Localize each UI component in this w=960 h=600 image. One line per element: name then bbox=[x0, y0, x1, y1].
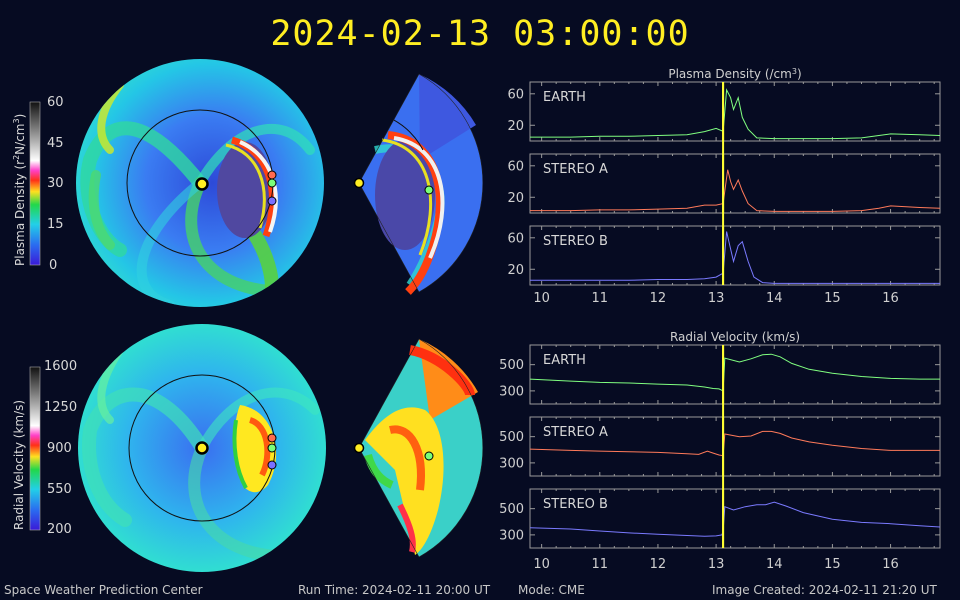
density-meridional-wedge bbox=[358, 73, 484, 295]
x-tick-label: 16 bbox=[882, 557, 899, 572]
earth-marker bbox=[267, 178, 277, 188]
chart-panel-frame bbox=[529, 81, 941, 142]
y-tick-label: 20 bbox=[507, 119, 524, 134]
panel-label: STEREO B bbox=[543, 497, 608, 512]
density-markers bbox=[195, 170, 277, 206]
y-tick-label: 300 bbox=[499, 456, 524, 471]
density-tick: 0 bbox=[49, 258, 58, 273]
density-tick: 60 bbox=[47, 95, 64, 110]
series-line-stereo-a bbox=[530, 169, 941, 212]
series-line-stereo-b bbox=[529, 501, 941, 537]
velocity-tick: 900 bbox=[47, 441, 72, 456]
footer-image-created: Image Created: 2024-02-11 21:20 UT bbox=[712, 583, 937, 597]
velocity-tick: 1250 bbox=[44, 400, 78, 415]
x-tick-label: 13 bbox=[708, 557, 725, 572]
x-tick-label: 13 bbox=[708, 291, 725, 306]
datetime-title: 2024-02-13 03:00:00 bbox=[270, 14, 690, 54]
x-tick-label: 15 bbox=[824, 557, 841, 572]
footer-run-time: Run Time: 2024-02-11 20:00 UT bbox=[298, 583, 491, 597]
series-line-stereo-b bbox=[530, 231, 940, 284]
chart-panel-frame bbox=[529, 153, 941, 214]
x-tick-label: 10 bbox=[533, 291, 550, 306]
y-tick-label: 20 bbox=[507, 191, 524, 206]
y-tick-label: 60 bbox=[507, 231, 524, 246]
sun-marker-meridional-vel bbox=[353, 442, 365, 454]
earth-marker-meridional-vel bbox=[424, 451, 434, 461]
density-colorbar bbox=[29, 101, 41, 266]
y-tick-label: 300 bbox=[499, 528, 524, 543]
x-tick-label: 15 bbox=[824, 291, 841, 306]
series-line-stereo-a bbox=[529, 430, 940, 457]
x-tick-label: 10 bbox=[533, 557, 550, 572]
x-tick-label: 12 bbox=[650, 291, 667, 306]
y-tick-label: 500 bbox=[499, 430, 524, 445]
chart-panel-frame bbox=[529, 488, 941, 549]
panel-label: EARTH bbox=[543, 90, 586, 105]
x-tick-label: 14 bbox=[766, 291, 783, 306]
y-tick-label: 500 bbox=[499, 358, 524, 373]
time-series-charts: Plasma Density (/cm3) 20 60 EARTH 20 60 STEREO… bbox=[499, 67, 941, 572]
density-tick: 15 bbox=[47, 217, 64, 232]
chart-panel-frame bbox=[529, 344, 941, 405]
y-tick-label: 500 bbox=[499, 502, 524, 517]
y-tick-label: 60 bbox=[507, 87, 524, 102]
series-line-earth bbox=[529, 353, 940, 392]
chart-panel-frame bbox=[529, 225, 941, 286]
panel-label: STEREO A bbox=[543, 425, 608, 440]
heliosphere-maps bbox=[29, 59, 484, 572]
x-tick-label: 14 bbox=[766, 557, 783, 572]
velocity-tick: 1600 bbox=[44, 359, 78, 374]
x-tick-label: 16 bbox=[882, 291, 899, 306]
series-line-earth bbox=[530, 88, 941, 140]
velocity-tick: 200 bbox=[47, 522, 72, 537]
panel-label: STEREO A bbox=[543, 162, 608, 177]
velocity-colorbar bbox=[29, 366, 41, 531]
footer-center-name: Space Weather Prediction Center bbox=[4, 583, 203, 597]
chart-title: Radial Velocity (km/s) bbox=[670, 330, 800, 344]
density-tick: 45 bbox=[47, 136, 64, 151]
footer-mode: Mode: CME bbox=[518, 583, 585, 597]
density-tick: 30 bbox=[47, 176, 64, 191]
sun-marker bbox=[195, 177, 209, 191]
x-tick-label: 11 bbox=[592, 291, 609, 306]
x-tick-label: 11 bbox=[592, 557, 609, 572]
y-tick-label: 300 bbox=[499, 384, 524, 399]
earth-marker-meridional bbox=[424, 185, 434, 195]
chart-title: Plasma Density (/cm3) bbox=[668, 67, 801, 82]
velocity-tick: 550 bbox=[47, 482, 72, 497]
velocity-markers bbox=[195, 433, 277, 470]
panel-label: STEREO B bbox=[543, 234, 608, 249]
stereo-b-marker bbox=[267, 196, 277, 206]
y-tick-label: 60 bbox=[507, 159, 524, 174]
x-tick-label: 12 bbox=[650, 557, 667, 572]
sun-marker-meridional bbox=[353, 177, 365, 189]
y-tick-label: 20 bbox=[507, 263, 524, 278]
velocity-meridional-wedge bbox=[358, 338, 484, 558]
panel-label: EARTH bbox=[543, 353, 586, 368]
chart-panel-frame bbox=[529, 416, 941, 477]
